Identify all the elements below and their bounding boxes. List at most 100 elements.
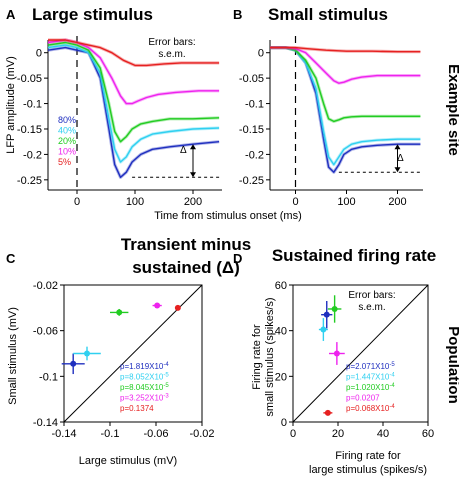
panel-b-series-line [270, 46, 421, 123]
panel-d-point [331, 305, 338, 312]
panel-c-pvalue-base: p=0.1374 [120, 404, 154, 413]
panel-d-pvalue-exponent: -4 [389, 383, 395, 389]
panel-d-frame [292, 284, 429, 423]
panel-d-x-axis-label-line1: Firing rate for [335, 450, 401, 462]
panel-c-point [70, 360, 77, 367]
panel-c-x-tick-label: -0.14 [51, 428, 76, 440]
panel-a-delta-arrowhead-bottom [190, 172, 196, 178]
panel-c-pvalue: p=8.045X10-5 [120, 383, 169, 392]
panel-c-pvalue-base: p=1.819X10 [120, 362, 164, 371]
contrast-legend: 80%40%20%10%5% [58, 115, 76, 167]
legend-label: 40% [58, 126, 76, 136]
panel-b-y-tick-label: -0.25 [239, 175, 264, 187]
legend-label: 20% [58, 136, 76, 146]
panel-c-y-tick-label: -0.14 [33, 417, 58, 429]
panel-c-pvalue-base: p=3.252X10 [120, 394, 164, 403]
panel-c-pvalue: p=8.052X10-5 [120, 373, 169, 382]
panel-a-series-line [47, 44, 220, 163]
panel-d-pvalue-base: p=2.071X10 [346, 362, 390, 371]
panel-d-error-bars-line1: Error bars: [348, 290, 395, 301]
panel-d-pvalue: p=0.0207 [346, 394, 380, 403]
panel-d-pvalues: p=2.071X10-5 p=1.447X10-4p=1.020X10-4 p=0.… [346, 362, 395, 413]
panel-b-x-tick-label: 0 [292, 196, 298, 208]
panel-d-point [320, 326, 327, 333]
panel-c-pvalue: p=1.819X10-4 [120, 362, 169, 371]
panel-c-point [154, 302, 161, 309]
panel-c-y-tick-label: -0.02 [33, 280, 58, 292]
panel-a-delta-label: Δ [180, 145, 187, 156]
panel-a-series [47, 38, 220, 179]
panel-c-pvalue: p=0.1374 [120, 404, 154, 413]
panel-d-y-tick-label: 60 [275, 280, 287, 292]
panel-a-series-line [47, 41, 220, 143]
panel-b-x-tick-label: 100 [337, 196, 355, 208]
panel-b-delta-marker [338, 144, 422, 173]
legend-label: 5% [58, 157, 71, 167]
panel-d-pvalue-exponent: -4 [389, 404, 395, 410]
panel-d-y-axis-label-line1: Firing rate for [251, 324, 263, 390]
panel-b-axes: 0 100 200 0 -0.05 -0.1 -0.15 -0.2 -0.25 [239, 36, 423, 208]
panel-d-x-tick-label: 60 [422, 428, 434, 440]
error-bars-note-line2: s.e.m. [158, 49, 185, 60]
panel-c-pvalue-base: p=8.045X10 [120, 383, 164, 392]
panel-d-pvalue: p=1.447X10-4 [346, 373, 395, 382]
panel-a-series-line [48, 39, 220, 67]
panel-b-x-tick-label: 200 [388, 196, 406, 208]
panel-b-chart: 0 100 200 0 -0.05 -0.1 -0.15 -0.2 -0.25 Δ [239, 36, 423, 208]
panel-d-y-tick-label: 40 [275, 326, 287, 338]
panel-a-y-tick-label: -0.1 [23, 99, 42, 111]
panel-c-points [61, 302, 181, 375]
panel-c-axes: -0.14 -0.1 -0.06 -0.02 -0.02 -0.06 -0.1 -0.14 [33, 280, 215, 440]
panel-a-x-tick-label: 100 [126, 196, 144, 208]
legend-label: 10% [58, 147, 76, 157]
panel-b-series-band [270, 45, 421, 124]
panel-d-pvalue-base: p=0.068X10 [346, 404, 390, 413]
panel-d-pvalue: p=1.020X10-4 [346, 383, 395, 392]
panel-c-point [116, 309, 123, 316]
panel-d-x-tick-label: 20 [332, 428, 344, 440]
panel-c-y-tick-label: -0.1 [39, 371, 58, 383]
panel-a-chart: 0 100 200 0 -0.05 -0.1 -0.15 -0.2 -0.25 Error ba… [17, 36, 222, 208]
panel-c-title-line1: Transient minus [121, 235, 251, 254]
panel-d-pvalue-exponent: -5 [389, 362, 395, 368]
panel-c-x-axis-label: Large stimulus (mV) [79, 455, 177, 467]
panel-a-delta-arrowhead-top [190, 144, 196, 150]
panel-d-points [318, 295, 345, 416]
panel-d-error-bars-line2: s.e.m. [358, 302, 385, 313]
panel-b-y-tick-label: 0 [258, 48, 264, 60]
panel-d-point [324, 409, 331, 416]
panel-d-x-tick-label: 40 [377, 428, 389, 440]
panel-a-x-tick-label: 0 [74, 196, 80, 208]
panel-c-pvalue: p=3.252X10-3 [120, 394, 169, 403]
panel-c-point [174, 304, 181, 311]
panel-a-axes: 0 100 200 0 -0.05 -0.1 -0.15 -0.2 -0.25 [17, 36, 222, 208]
panel-b-series-line [270, 46, 421, 84]
panel-c-pvalue-exponent: -5 [163, 383, 169, 389]
panel-d-y-tick-label: 20 [275, 371, 287, 383]
panel-b-letter: B [233, 7, 242, 22]
panel-c-pvalue-exponent: -5 [163, 373, 169, 379]
panel-b-delta-label: Δ [397, 153, 404, 164]
panel-b-delta-arrowhead-top [394, 144, 401, 150]
panel-b-delta-arrowhead-bottom [394, 167, 401, 173]
panel-a-title: Large stimulus [32, 5, 153, 24]
panel-d-pvalue-exponent: -4 [389, 373, 395, 379]
panel-d-axes: 0 20 40 60 0 20 40 60 [275, 280, 434, 440]
side-label-population: Population [445, 326, 459, 404]
panel-c-title-line2: sustained (Δ) [132, 258, 240, 277]
panel-c-pvalue-exponent: -3 [163, 394, 169, 400]
panel-a-y-tick-label: -0.2 [23, 149, 42, 161]
panel-d-unity-line [292, 284, 429, 423]
panel-b-y-tick-label: -0.1 [245, 99, 264, 111]
panel-c-x-tick-label: -0.02 [189, 428, 214, 440]
panel-a-y-tick-label: -0.05 [17, 73, 42, 85]
panel-d-y-tick-label: 0 [281, 417, 287, 429]
panel-d-y-axis-label-line2: small stimulus (spikes/s) [264, 297, 276, 416]
panel-a-delta-marker [132, 144, 221, 178]
side-label-example-site: Example site [445, 64, 459, 156]
panel-b-y-tick-label: -0.15 [239, 124, 264, 136]
panel-b-title: Small stimulus [268, 5, 388, 24]
panel-c-y-tick-label: -0.06 [33, 326, 58, 338]
panel-a-y-tick-label: 0 [36, 48, 42, 60]
